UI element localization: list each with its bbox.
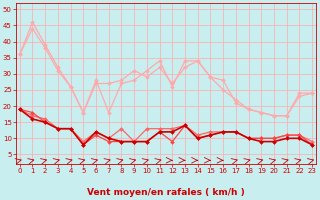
X-axis label: Vent moyen/en rafales ( km/h ): Vent moyen/en rafales ( km/h ) [87,188,245,197]
